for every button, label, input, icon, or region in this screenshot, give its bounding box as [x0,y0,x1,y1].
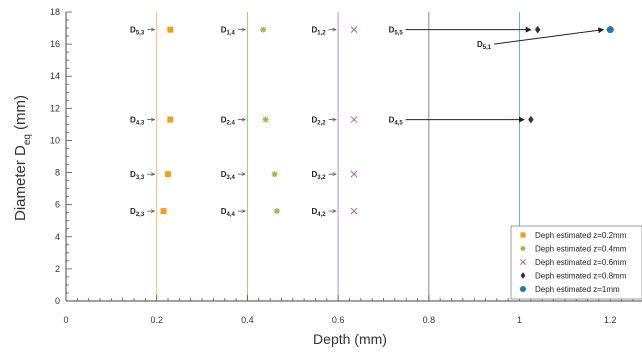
legend-label: Deph estimated z=0.2mm [535,231,627,240]
legend-marker-0 [520,232,526,238]
y-tick-label: 4 [55,232,60,242]
annotation-sub: 4,4 [227,212,236,218]
annotation-label: D3,3 [130,170,145,181]
y-axis-label-main: Diameter D [12,145,29,221]
data-point-series-4 [606,26,614,34]
y-tick-label: 12 [50,103,60,113]
data-point-series-3 [528,115,534,124]
annotation-sub: 4,2 [317,212,326,218]
annotation-label: D2,3 [130,207,145,218]
y-tick-label: 2 [55,264,60,274]
x-tick-label: 1 [517,315,522,325]
annotation-label: D5,5 [389,26,404,37]
annotation-label: D4,2 [311,207,326,218]
legend-marker-2 [520,259,526,265]
annotation-main: D [221,170,227,179]
x-tick-label: 0.6 [332,315,345,325]
annotation-label: D5,3 [130,26,145,37]
annotation-sub: 5,5 [394,31,403,37]
annotation-sub: 1,2 [317,31,326,37]
legend-marker-4 [520,286,526,292]
annotation-main: D [130,26,136,35]
x-axis-label: Depth (mm) [313,331,387,347]
data-point-series-1 [262,116,269,123]
x-tick-label: 0.8 [423,315,436,325]
annotation-sub: 4,3 [136,121,145,127]
legend-label: Deph estimated z=0.6mm [535,258,627,267]
y-tick-label: 18 [50,7,60,17]
data-point-series-1 [273,208,280,215]
annotation-sub: 2,2 [317,121,326,127]
legend-label: Deph estimated z=1mm [535,285,620,294]
annotation-label: D2,2 [311,116,326,127]
annotation-sub: 3,4 [227,175,236,181]
annotation-main: D [311,207,317,216]
y-tick-label: 16 [50,39,60,49]
y-axis-label-unit: (mm) [12,95,29,130]
annotation-label: D1,4 [221,26,236,37]
annotation-main: D [130,116,136,125]
annotation-main: D [130,170,136,179]
annotation-label: D3,4 [221,170,236,181]
annotation-sub: 3,3 [136,175,145,181]
legend-marker-3 [520,272,526,279]
data-point-series-0 [167,116,174,123]
annotation-sub: 5,1 [483,45,492,51]
y-tick-label: 6 [55,200,60,210]
data-point-series-1 [260,26,267,33]
annotation-main: D [311,170,317,179]
data-point-series-3 [534,25,541,34]
x-tick-label: 0 [63,315,68,325]
x-tick-label: 0.2 [150,315,163,325]
y-tick-label: 8 [55,168,60,178]
x-tick-label: 0.4 [241,315,254,325]
annotation-label: D5,1 [477,40,492,51]
y-axis-label: Diameter Deq (mm) [12,95,33,221]
data-point-series-2 [350,170,358,178]
legend-label: Deph estimated z=0.4mm [535,245,627,254]
annotation-main: D [221,207,227,216]
annotation-main: D [311,116,317,125]
annotation-main: D [221,26,227,35]
data-point-series-2 [350,116,358,123]
data-point-series-0 [160,208,167,215]
x-tick-label: 1.2 [604,315,617,325]
annotation-main: D [221,116,227,125]
annotation-label: D4,4 [221,207,236,218]
data-point-series-2 [350,26,358,34]
annotation-main: D [389,26,395,35]
annotation-main: D [130,207,136,216]
annotation-label: D3,2 [311,170,326,181]
annotation-sub: 4,5 [394,121,403,127]
data-point-series-0 [165,171,172,178]
y-axis-label-sub: eq [22,134,33,145]
annotation-main: D [477,40,483,49]
y-tick-label: 10 [50,135,60,145]
annotation-sub: 2,3 [136,212,145,218]
data-point-series-1 [271,171,278,178]
y-tick-label: 0 [55,296,60,306]
data-point-series-0 [167,26,174,33]
annotation-label: D1,2 [311,26,326,37]
annotation-sub: 1,4 [227,31,236,37]
annotation-label: D4,5 [389,116,404,127]
annotation-label: D4,3 [130,116,145,127]
annotation-label: D2,4 [221,116,236,127]
annotation-arrow [494,27,605,45]
annotation-sub: 3,2 [317,175,326,181]
legend-label: Deph estimated z=0.8mm [535,272,627,281]
annotation-main: D [311,26,317,35]
data-point-series-2 [350,207,358,215]
annotation-main: D [389,116,395,125]
legend [510,225,642,300]
y-tick-label: 14 [50,71,60,81]
annotation-sub: 5,3 [136,31,145,37]
annotation-sub: 2,4 [227,121,236,127]
legend-marker-1 [520,245,526,252]
